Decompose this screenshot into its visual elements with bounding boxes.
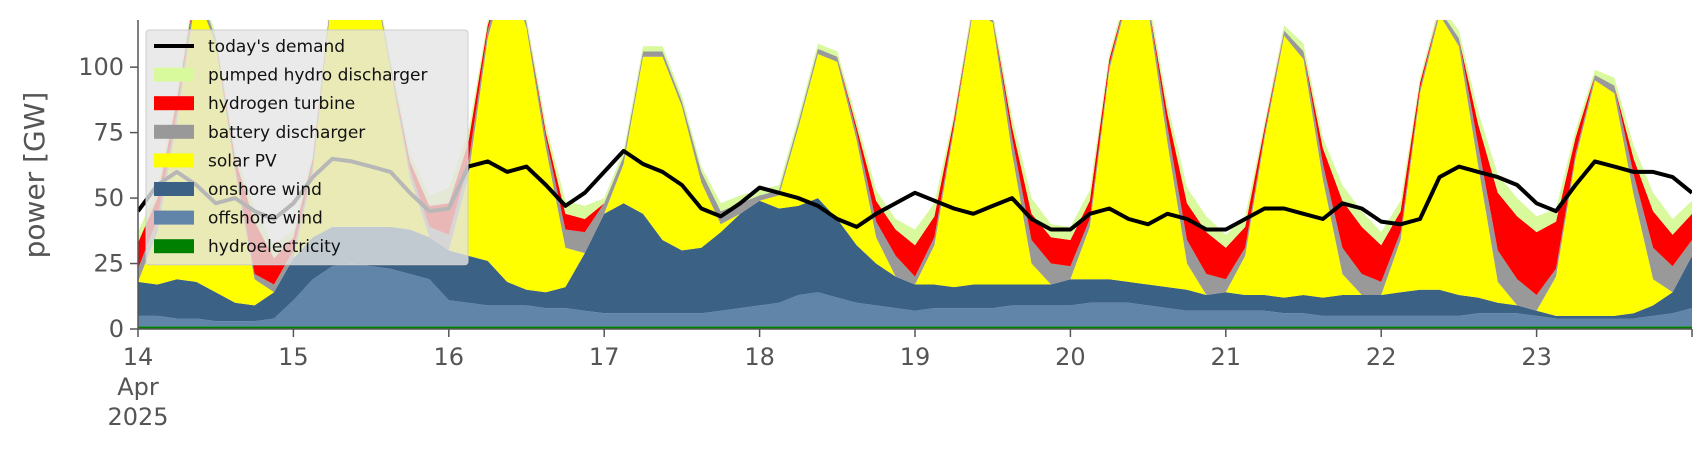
legend-swatch-battery-discharger [154, 124, 194, 139]
x-tick-label: 22 [1366, 343, 1397, 371]
x-tick-label: 15 [278, 343, 309, 371]
x-tick-label: 14 [123, 343, 154, 371]
legend-label: today's demand [208, 37, 345, 57]
legend-swatch-hydrogen-turbine [154, 96, 194, 111]
legend-label: solar PV [208, 151, 277, 171]
legend-label: hydroelectricity [208, 237, 341, 257]
x-tick-label: 19 [900, 343, 931, 371]
x-tick-label: 17 [589, 343, 620, 371]
legend-swatch-offshore-wind [154, 210, 194, 225]
legend: today's demand pumped hydro discharger hyd… [145, 29, 469, 266]
legend-label: offshore wind [208, 209, 323, 229]
y-tick-label: 100 [78, 53, 124, 81]
y-axis-label: power [GW] [18, 92, 51, 259]
area-solar-pv [138, 20, 1692, 316]
legend-label: pumped hydro discharger [208, 66, 427, 86]
legend-label: hydrogen turbine [208, 94, 355, 114]
area-onshore-wind [138, 198, 1692, 322]
y-tick-label: 75 [93, 119, 124, 147]
area-offshore-wind [138, 263, 1692, 327]
x-tick-label: 23 [1521, 343, 1552, 371]
x-tick-sublabel: 2025 [107, 403, 168, 431]
y-tick-label: 0 [109, 315, 124, 343]
y-tick-label: 50 [93, 184, 124, 212]
legend-swatch-solar-pv [154, 153, 194, 168]
x-tick-label: 16 [434, 343, 465, 371]
legend-box [145, 29, 469, 266]
legend-swatch-onshore-wind [154, 182, 194, 196]
area-hydrogen-turbine [138, 20, 1692, 295]
y-tick-label: 25 [93, 250, 124, 278]
x-tick-label: 20 [1055, 343, 1086, 371]
x-tick-sublabel: Apr [117, 373, 159, 401]
legend-label: battery discharger [208, 123, 365, 143]
x-tick-label: 18 [744, 343, 775, 371]
legend-swatch-pumped-hydro-discharger [154, 67, 194, 82]
legend-swatch-hydroelectricity [154, 239, 194, 254]
x-tick-label: 21 [1211, 343, 1242, 371]
legend-label: onshore wind [208, 180, 322, 200]
